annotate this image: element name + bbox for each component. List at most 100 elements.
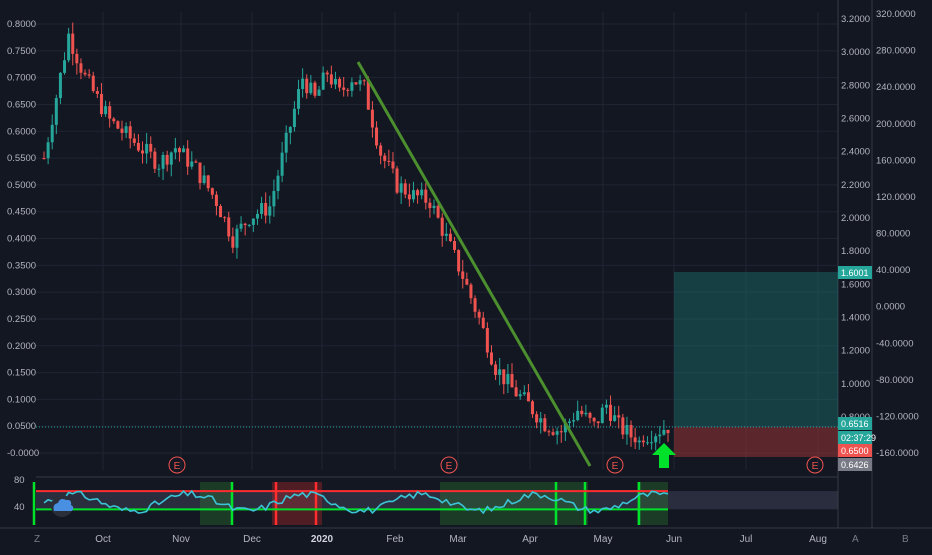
candle-body (276, 175, 280, 192)
x-axis-tick: Nov (172, 534, 190, 545)
earnings-marker (440, 456, 458, 474)
candle-body (617, 415, 621, 418)
pct-axis-tick: 80.0000 (876, 229, 910, 240)
earnings-marker-label: E (612, 461, 619, 472)
candle-body (580, 410, 584, 415)
candle-body (317, 89, 321, 96)
candle-body (551, 432, 555, 435)
candle-body (342, 87, 346, 90)
earnings-marker (168, 456, 186, 474)
candle-body (169, 152, 173, 165)
candle-body (354, 82, 358, 85)
candle-body (559, 431, 563, 433)
candle-body (645, 442, 649, 444)
x-axis-tick: Mar (449, 534, 467, 545)
left-axis-tick: -0.0000 (7, 448, 39, 459)
candle-body (50, 124, 54, 143)
candle-body (633, 437, 637, 443)
bottom-left-label: Z (34, 534, 40, 545)
earnings-marker-label: E (446, 461, 453, 472)
price-tag (838, 417, 872, 430)
left-axis-tick: 0.1000 (7, 394, 36, 405)
candle-body (280, 152, 284, 176)
candle-body (157, 168, 161, 170)
candle-body (186, 148, 190, 167)
candle-body (95, 91, 99, 94)
candle-body (75, 53, 79, 64)
right-axis-tick: 2.8000 (841, 80, 870, 91)
candle-body (87, 74, 91, 76)
candle-body (198, 162, 202, 184)
price-tag-label: 02:37:29 (841, 433, 876, 443)
x-axis-tick: May (594, 534, 613, 545)
candle-body (506, 374, 510, 385)
candle-body (79, 63, 83, 73)
left-axis-tick: 0.7000 (7, 73, 36, 84)
candle-body (461, 271, 465, 279)
candle-body (666, 429, 670, 434)
candle-body (325, 72, 329, 75)
candle-body (387, 160, 391, 162)
trendline (356, 61, 592, 467)
candle-body (243, 223, 247, 226)
candle-body (149, 143, 153, 152)
candle-body (592, 417, 596, 422)
candle-body (71, 33, 75, 54)
candle-body (375, 127, 379, 146)
candle-body (231, 236, 235, 248)
candle-body (145, 143, 149, 154)
candle-body (391, 161, 395, 169)
position-zones (36, 272, 838, 457)
pct-axis-tick: -120.0000 (876, 411, 919, 422)
pct-axis-tick: -80.0000 (876, 375, 914, 386)
right-axis-tick: 1.8000 (841, 246, 870, 257)
candle-body (247, 224, 251, 226)
left-axis-tick: 0.7500 (7, 46, 36, 57)
pct-axis-tick: 320.0000 (876, 9, 916, 20)
candle-body (141, 150, 145, 154)
candle-body (535, 414, 539, 423)
candle-body (572, 420, 576, 422)
candle-body (629, 425, 633, 438)
pct-axis-tick: 280.0000 (876, 46, 916, 57)
candle-body (555, 431, 559, 435)
right-axis-tick: 1.6000 (841, 279, 870, 290)
candle-body (104, 106, 108, 115)
stop-zone (674, 427, 838, 457)
osc-zone (637, 482, 668, 525)
candle-body (362, 80, 366, 82)
left-axis-tick: 0.3500 (7, 260, 36, 271)
candle-body (108, 106, 112, 119)
candle-body (272, 191, 276, 207)
candle-body (641, 440, 645, 443)
candle-body (153, 151, 157, 169)
candle-body (350, 82, 354, 91)
candle-body (428, 202, 432, 209)
candle-body (399, 183, 403, 193)
candle-body (214, 194, 218, 207)
candle-body (333, 78, 337, 85)
candle-body (116, 121, 120, 129)
candle-body (338, 78, 342, 88)
left-axis-tick: 0.2000 (7, 341, 36, 352)
candle-body (489, 352, 493, 365)
right-axis-tick: 3.2000 (841, 14, 870, 25)
candle-body (91, 75, 95, 92)
candle-body (604, 404, 608, 408)
candle-body (621, 417, 625, 435)
candle-body (301, 78, 305, 90)
candle-body (46, 142, 50, 159)
candle-body (297, 89, 301, 109)
right-axis-tick: 2.0000 (841, 213, 870, 224)
osc-band (36, 491, 838, 510)
candle-body (477, 311, 481, 318)
candle-body (469, 284, 473, 299)
candle-body (260, 202, 264, 214)
candle-body (654, 436, 658, 443)
cloud-icon[interactable] (51, 495, 74, 517)
candle-body (510, 374, 514, 388)
candle-body (120, 128, 124, 133)
x-axis-tick: Jun (666, 534, 682, 545)
